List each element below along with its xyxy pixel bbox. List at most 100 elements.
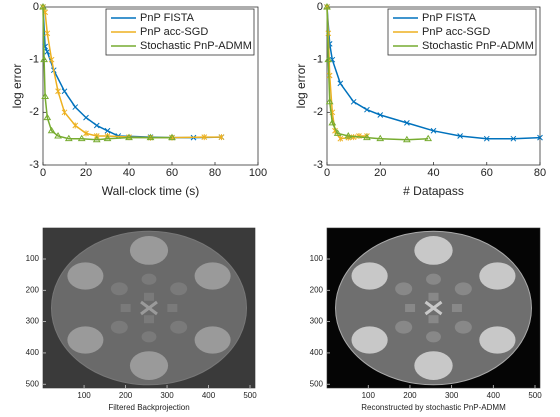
marker xyxy=(54,132,62,139)
x-tick-label: 200 xyxy=(403,391,417,400)
phantom-square xyxy=(428,315,439,324)
y-tick-label: -3 xyxy=(313,159,323,171)
phantom-disk xyxy=(454,282,472,296)
y-tick-label: 100 xyxy=(310,254,324,263)
marker xyxy=(323,3,331,10)
y-tick-label: 200 xyxy=(26,285,40,294)
phantom-square xyxy=(451,304,462,312)
phantom-square xyxy=(405,304,416,312)
x-tick-label: 60 xyxy=(481,167,493,179)
marker xyxy=(48,56,55,63)
marker xyxy=(44,30,51,37)
phantom-disk xyxy=(395,320,413,334)
marker xyxy=(218,134,225,141)
y-tick-label: -1 xyxy=(313,54,323,66)
image-caption: Reconstructed by stochastic PnP-ADMM xyxy=(361,403,506,412)
marker xyxy=(402,135,411,143)
x-tick-label: 20 xyxy=(374,167,386,179)
x-axis-label: Wall-clock time (s) xyxy=(102,184,200,198)
marker xyxy=(39,3,47,10)
y-axis-label: log error xyxy=(10,64,24,109)
image-caption: Filtered Backprojection xyxy=(108,403,189,412)
marker xyxy=(61,88,68,95)
phantom-disk xyxy=(170,320,188,334)
phantom-disk xyxy=(414,236,453,265)
x-tick-label: 500 xyxy=(528,391,542,400)
marker xyxy=(93,122,100,129)
legend-label: Stochastic PnP-ADMM xyxy=(422,40,534,52)
y-tick-label: 500 xyxy=(26,379,40,388)
series-line xyxy=(42,6,172,141)
marker xyxy=(55,88,61,95)
x-tick-label: 40 xyxy=(427,167,439,179)
legend-label: PnP acc-SGD xyxy=(422,26,490,38)
phantom-disk xyxy=(454,320,472,334)
y-tick-label: 400 xyxy=(26,348,40,357)
y-tick-label: 200 xyxy=(310,285,324,294)
phantom-disk xyxy=(395,282,413,296)
y-axis-label: log error xyxy=(294,64,308,109)
legend-label: PnP FISTA xyxy=(422,12,477,24)
marker xyxy=(92,135,101,143)
image-frame xyxy=(42,227,256,389)
phantom-disk xyxy=(170,282,188,296)
phantom-disk xyxy=(479,262,516,290)
marker xyxy=(83,114,89,121)
phantom-disk xyxy=(414,351,453,380)
x-tick-label: 100 xyxy=(362,391,376,400)
x-tick-label: 100 xyxy=(77,391,91,400)
y-tick-label: -2 xyxy=(29,106,39,118)
phantom-disk xyxy=(67,262,104,290)
image-frame xyxy=(326,227,541,389)
x-tick-label: 500 xyxy=(243,391,257,400)
marker xyxy=(328,118,337,126)
plot-clip xyxy=(39,3,225,143)
marker xyxy=(483,135,490,142)
phantom-square xyxy=(167,304,178,312)
phantom-square xyxy=(120,304,131,312)
marker xyxy=(326,72,333,79)
x-tick-label: 200 xyxy=(119,391,133,400)
marker xyxy=(77,134,86,142)
marker xyxy=(72,122,79,129)
phantom-disk xyxy=(194,326,231,354)
y-tick-label: 300 xyxy=(26,317,40,326)
x-tick-label: 300 xyxy=(445,391,459,400)
phantom-disk xyxy=(67,326,104,354)
marker xyxy=(337,80,344,87)
marker xyxy=(44,48,51,55)
marker xyxy=(424,134,433,142)
marker xyxy=(41,92,50,100)
phantom-disk xyxy=(426,331,441,343)
plot-clip xyxy=(323,3,543,143)
marker xyxy=(103,134,112,142)
y-tick-label: 0 xyxy=(33,1,39,13)
phantom-disk xyxy=(479,326,516,354)
phantom-square xyxy=(144,292,154,301)
y-tick-label: 300 xyxy=(310,317,324,326)
x-tick-label: 40 xyxy=(123,167,135,179)
marker xyxy=(364,106,370,113)
x-tick-label: 80 xyxy=(209,167,221,179)
x-tick-label: 0 xyxy=(324,167,330,179)
phantom-disk xyxy=(110,282,128,296)
marker xyxy=(430,127,437,134)
marker xyxy=(457,133,463,139)
marker xyxy=(537,134,543,141)
marker xyxy=(350,98,357,105)
marker xyxy=(64,134,73,142)
y-tick-label: 0 xyxy=(317,1,323,13)
marker xyxy=(510,135,517,142)
legend-label: PnP acc-SGD xyxy=(140,26,208,38)
phantom-disk xyxy=(129,236,169,265)
marker xyxy=(325,97,334,105)
x-axis-label: # Datapass xyxy=(403,184,464,198)
x-tick-label: 400 xyxy=(202,391,216,400)
marker xyxy=(337,135,344,142)
marker xyxy=(404,120,410,126)
phantom-disk xyxy=(129,351,169,380)
phantom-disk xyxy=(194,262,231,290)
y-tick-label: -1 xyxy=(29,54,39,66)
y-tick-label: 100 xyxy=(26,254,40,263)
